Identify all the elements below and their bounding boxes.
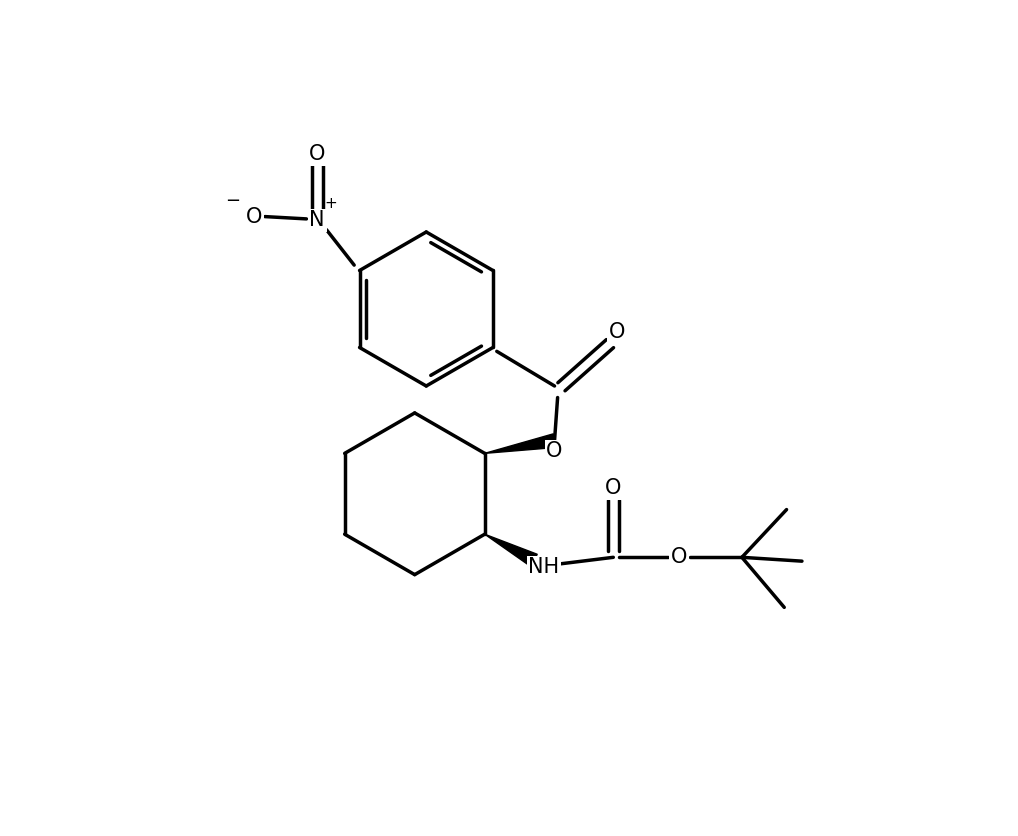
- Polygon shape: [485, 534, 538, 567]
- Text: O: O: [246, 206, 263, 227]
- Text: O: O: [309, 145, 326, 164]
- Text: O: O: [605, 478, 622, 498]
- Text: +: +: [325, 196, 337, 211]
- Text: O: O: [609, 322, 625, 342]
- Text: N: N: [309, 211, 325, 231]
- Text: O: O: [547, 441, 563, 461]
- Polygon shape: [485, 434, 556, 453]
- Text: −: −: [225, 192, 240, 210]
- Text: O: O: [671, 548, 687, 568]
- Text: NH: NH: [528, 558, 560, 578]
